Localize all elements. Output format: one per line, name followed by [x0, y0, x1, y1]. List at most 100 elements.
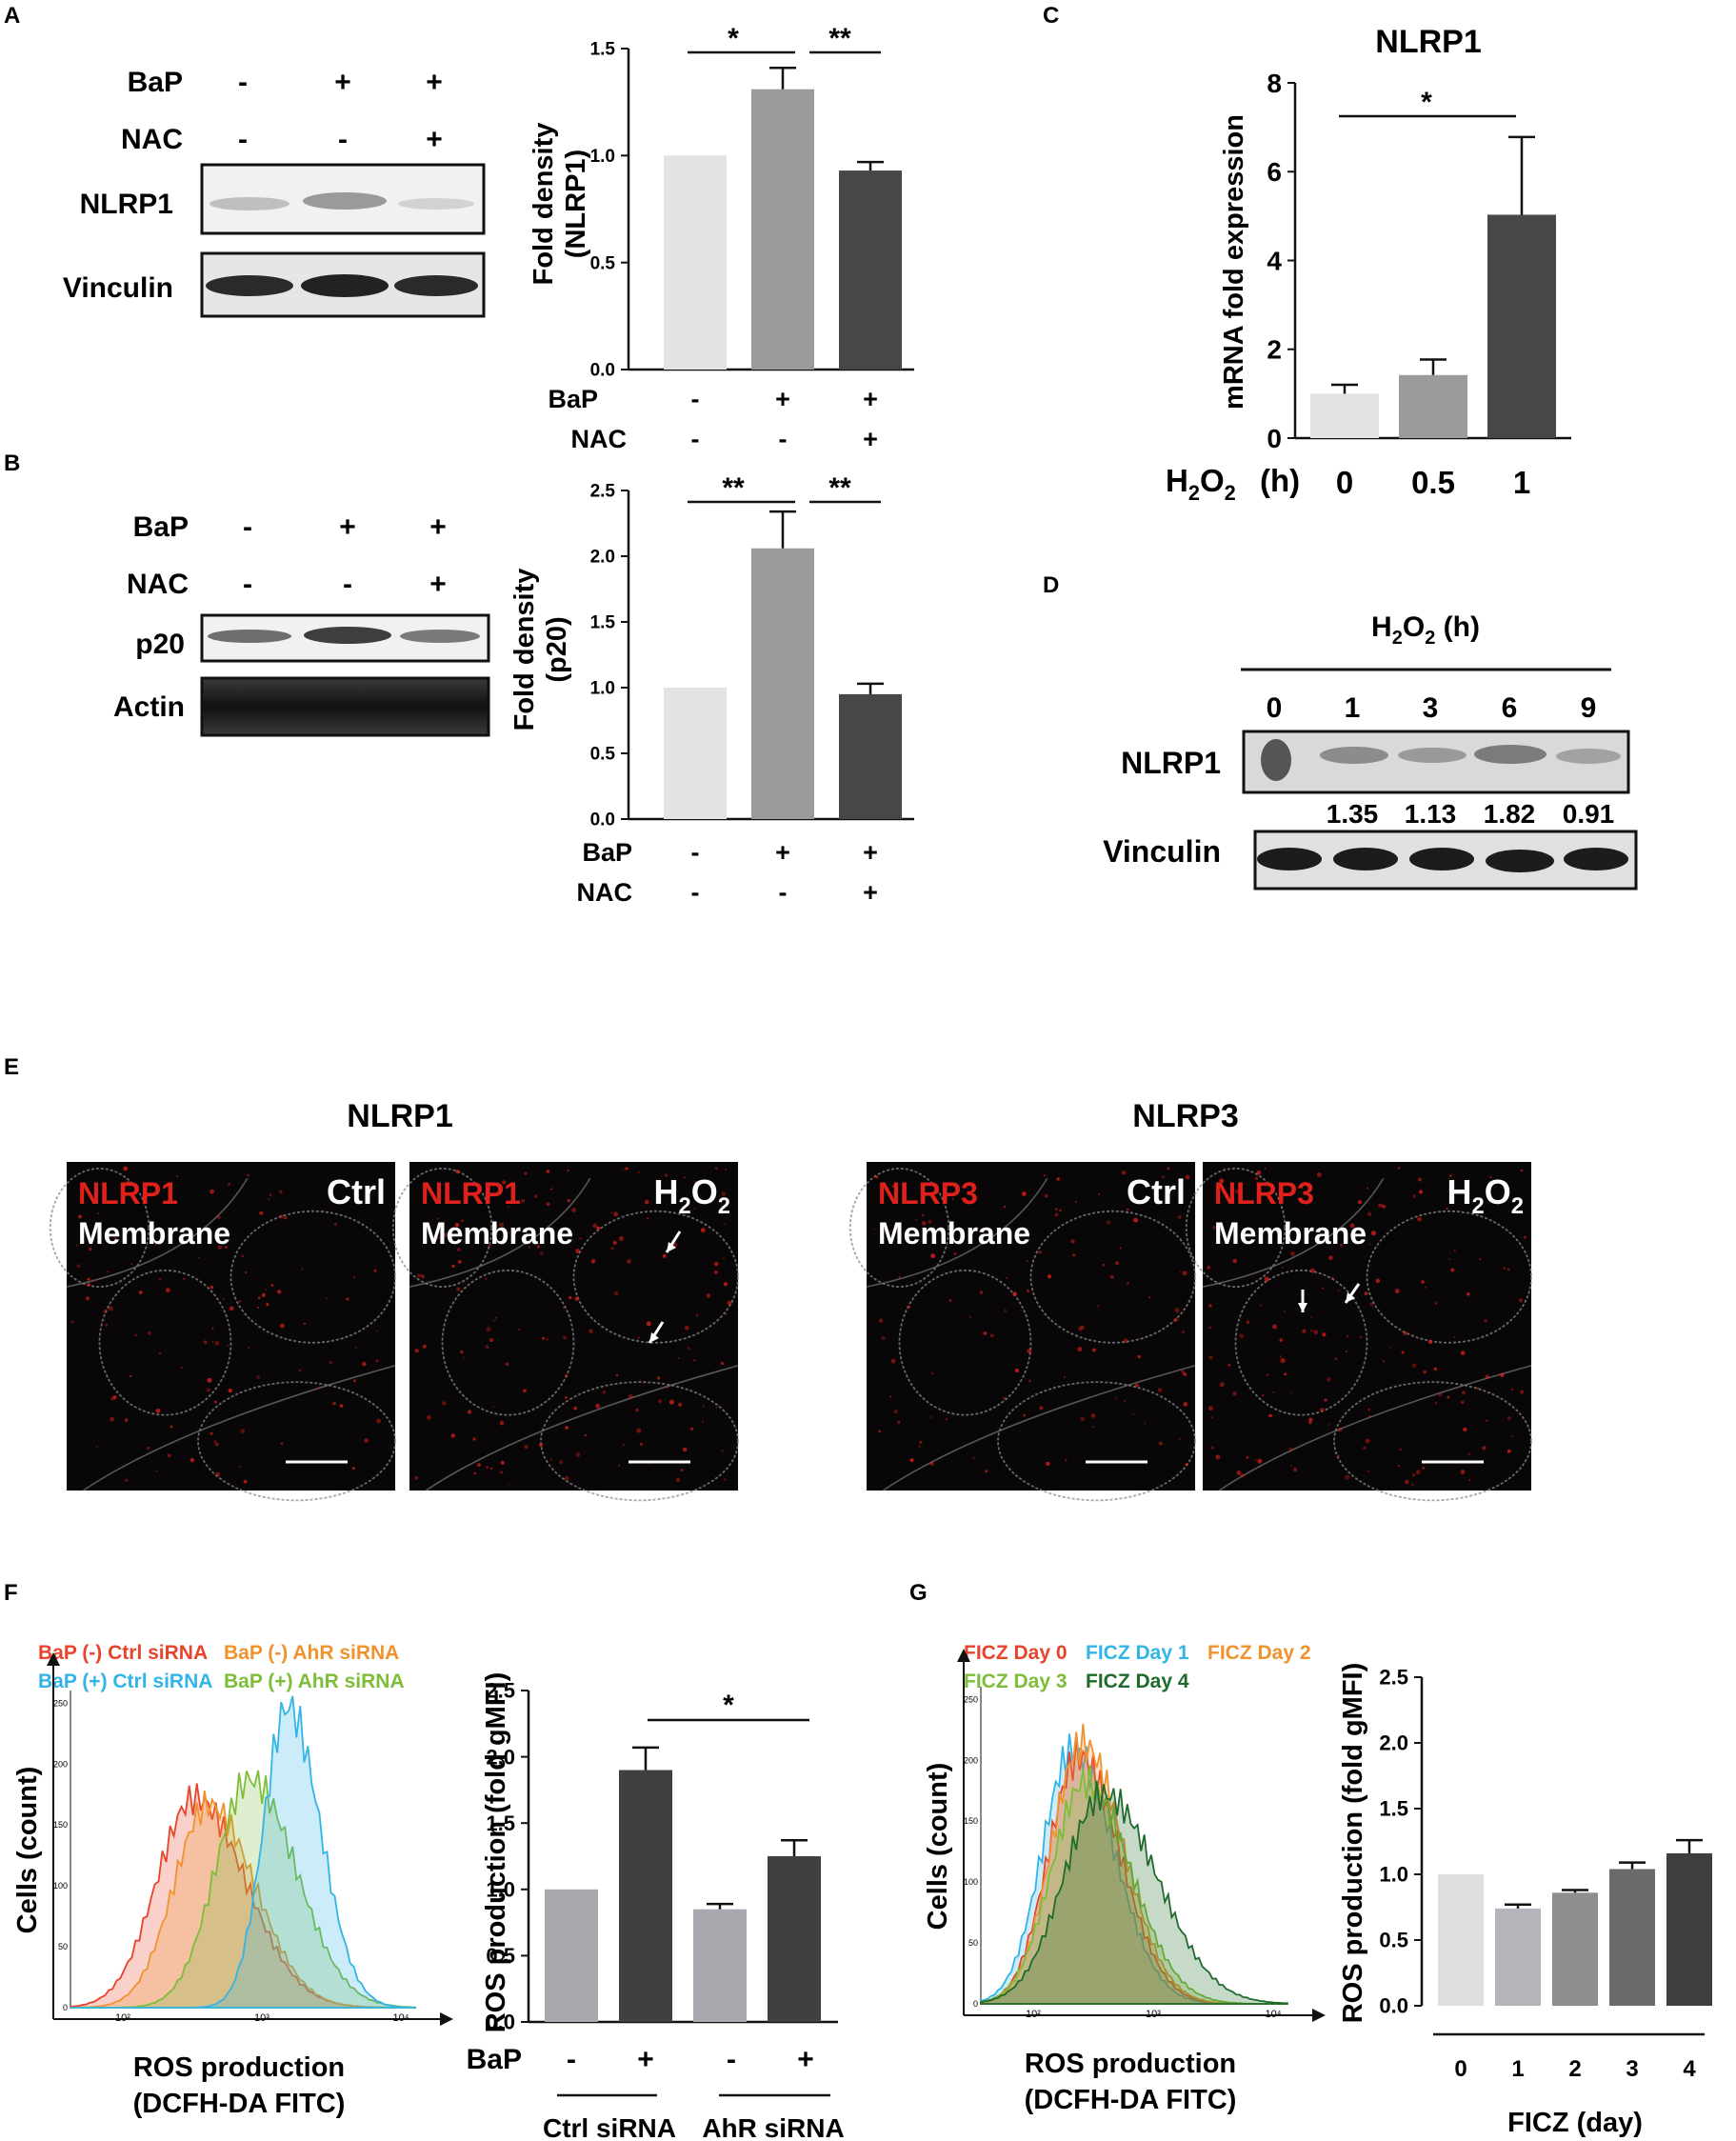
nlrp-puncta [354, 1347, 357, 1350]
nlrp-puncta [646, 1321, 651, 1327]
chart-f-bap-sign: + [797, 2044, 814, 2075]
nlrp-puncta [1232, 1391, 1237, 1396]
blot-a-nac-1: - [238, 124, 248, 155]
nlrp-puncta [1183, 1372, 1187, 1376]
nlrp-puncta [1346, 1351, 1347, 1353]
nlrp-puncta [1460, 1470, 1466, 1474]
nlrp-puncta [1349, 1223, 1355, 1229]
blot-b-bap-2: + [339, 511, 356, 543]
blot-d-nlrp1-band-1 [1320, 747, 1388, 764]
nlrp-puncta [1290, 1464, 1293, 1467]
nlrp-puncta [1059, 1209, 1062, 1212]
nlrp-puncta [1284, 1372, 1287, 1376]
nlrp-puncta [592, 1223, 597, 1229]
nlrp-puncta [725, 1313, 728, 1315]
nlrp-puncta [460, 1350, 464, 1354]
nlrp-puncta [87, 1283, 90, 1287]
nlrp-puncta [1302, 1329, 1307, 1333]
nlrp-puncta [1262, 1394, 1265, 1397]
nlrp-puncta [1002, 1396, 1007, 1400]
nlrp-puncta [1144, 1422, 1147, 1425]
hist-f-y-arrow [47, 1652, 60, 1666]
membrane-outline [997, 1381, 1196, 1502]
nlrp-puncta [575, 1249, 580, 1253]
nlrp-puncta [1132, 1413, 1135, 1415]
nlrp-puncta [85, 1296, 90, 1301]
nlrp-puncta [485, 1277, 488, 1280]
nlrp-puncta [190, 1458, 194, 1463]
nlrp-puncta [1339, 1243, 1343, 1247]
nlrp-puncta [1165, 1187, 1167, 1189]
nlrp-puncta [979, 1291, 984, 1294]
nlrp-puncta [1223, 1167, 1226, 1170]
hist-g-legend-entry: FICZ Day 3 [964, 1671, 1068, 1692]
chart-f-ytick-label: 1.0 [486, 1878, 515, 1902]
nlrp-puncta [351, 1467, 355, 1471]
nlrp-puncta [1038, 1251, 1042, 1254]
hist-g-ytick-label: 250 [964, 1694, 978, 1704]
blot-b-actin-membrane [200, 676, 490, 737]
nlrp-puncta [1279, 1338, 1283, 1342]
nlrp-puncta [105, 1323, 109, 1327]
nlrp-puncta [1092, 1425, 1095, 1428]
chart-f-bap-sign: - [567, 2044, 576, 2075]
nlrp-puncta [1078, 1326, 1083, 1331]
nlrp-puncta [675, 1477, 681, 1482]
nlrp-puncta [334, 1222, 337, 1226]
hist-g-curve [980, 1780, 1288, 2005]
nlrp-puncta [714, 1167, 718, 1170]
nlrp-puncta [346, 1297, 349, 1301]
nlrp-puncta [622, 1443, 626, 1447]
chart-a-sig-label: ** [828, 23, 851, 54]
panel-e-title-nlrp3: NLRP3 [1132, 1098, 1238, 1134]
nlrp-puncta [436, 1217, 439, 1220]
nlrp-puncta [1367, 1408, 1370, 1411]
nlrp-puncta [451, 1226, 454, 1230]
nlrp-puncta [489, 1467, 493, 1471]
nlrp-puncta [1264, 1276, 1269, 1282]
chart-a-nac-sign: - [779, 425, 788, 453]
membrane-edge [866, 1177, 1048, 1288]
blot-d-band-nlrp1-label: NLRP1 [1121, 746, 1221, 780]
nlrp-puncta [1367, 1211, 1372, 1216]
nlrp-puncta [1090, 1413, 1096, 1418]
nlrp-puncta [1450, 1268, 1455, 1272]
nlrp-puncta [893, 1410, 898, 1414]
nlrp-puncta [261, 1292, 266, 1297]
nlrp-puncta [1123, 1338, 1128, 1344]
nlrp-puncta [1397, 1167, 1401, 1170]
nlrp-puncta [279, 1190, 283, 1194]
nlrp-puncta [615, 1373, 619, 1377]
nlrp-puncta [1119, 1247, 1122, 1250]
chart-f-ytick-label: 2.0 [486, 1745, 515, 1769]
nlrp-puncta [1485, 1419, 1488, 1422]
nlrp-puncta [1054, 1212, 1059, 1217]
blot-d-vinculin-band-1 [1333, 848, 1398, 870]
blot-d-vinculin-band-9 [1564, 848, 1628, 870]
nlrp-puncta [694, 1180, 699, 1185]
nlrp-puncta [664, 1173, 668, 1177]
blot-d-nlrp1-smear [1261, 739, 1291, 781]
hist-g-xtick-label: 10⁴ [1266, 2009, 1282, 2020]
chart-f-bap-sign: - [727, 2044, 736, 2075]
nlrp-puncta [508, 1231, 510, 1234]
nlrp-puncta [125, 1178, 128, 1181]
nlrp-puncta [878, 1430, 882, 1433]
nlrp-puncta [123, 1166, 128, 1171]
chart-b-bap-sign: + [863, 838, 878, 867]
nlrp-puncta [485, 1345, 489, 1350]
nlrp-puncta [1466, 1291, 1470, 1296]
micrograph-background [409, 1162, 738, 1491]
nlrp-puncta [477, 1463, 481, 1467]
chart-f-group-label: Ctrl siRNA [543, 2113, 676, 2141]
nlrp-puncta [210, 1431, 213, 1435]
nlrp-puncta [456, 1287, 461, 1291]
micrograph-stain-label: Membrane [878, 1216, 1030, 1251]
nlrp-puncta [1313, 1330, 1319, 1335]
nlrp-puncta [873, 1228, 876, 1231]
micrograph-condition-label: H2O2 [654, 1172, 730, 1219]
nlrp-puncta [414, 1349, 419, 1353]
chart-b-ytick-label: 2.5 [590, 482, 616, 502]
micrograph-background [1203, 1162, 1531, 1491]
nlrp-puncta [562, 1306, 566, 1310]
